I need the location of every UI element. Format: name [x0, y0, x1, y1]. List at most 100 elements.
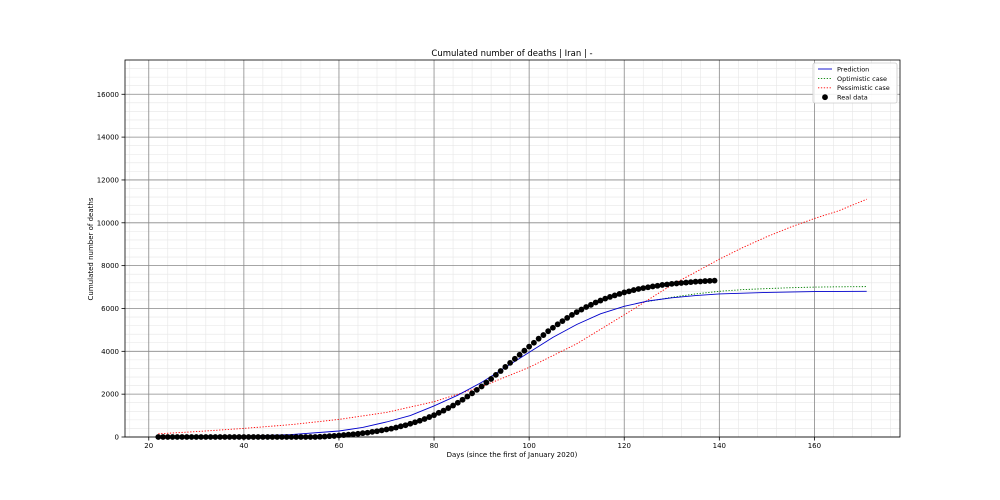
real-data-point [440, 407, 447, 414]
real-data-point [450, 402, 456, 409]
real-data-point [464, 393, 471, 400]
real-data-point [459, 396, 466, 403]
real-data-point [445, 405, 452, 411]
real-data-point [412, 419, 418, 426]
y-tick-label: 12000 [97, 176, 119, 184]
real-data-point [469, 390, 475, 397]
real-data-point [454, 399, 461, 406]
major-gridlines [125, 60, 900, 438]
real-data-point [497, 368, 504, 374]
y-tick-label: 6000 [101, 305, 119, 313]
y-tick-label: 16000 [97, 91, 119, 99]
real-data-point [407, 420, 414, 427]
real-data-point [364, 429, 371, 436]
real-data-point [630, 287, 637, 293]
real-data-point [488, 376, 495, 382]
real-data-point [626, 288, 632, 295]
real-data-point [678, 280, 685, 286]
real-data-point [511, 355, 518, 362]
real-data-point [654, 282, 661, 289]
plot-frame [124, 59, 901, 438]
real-data-point [592, 299, 599, 306]
legend-label: Real data [837, 94, 868, 102]
real-data-point [397, 423, 404, 430]
real-data-point [359, 430, 366, 437]
real-data-point [573, 309, 580, 316]
real-data-point [345, 431, 352, 438]
chart-title: Cumulated number of deaths | Iran | - [431, 49, 592, 59]
y-axis-label: Cumulated number of deaths [87, 197, 95, 300]
real-data-point [350, 431, 357, 438]
real-data-point [507, 359, 514, 366]
x-tick-label: 80 [430, 442, 439, 450]
real-data-point [692, 278, 699, 285]
real-data-point [673, 280, 680, 287]
real-data-point [559, 318, 566, 325]
y-tick-label: 8000 [101, 262, 119, 270]
real-data-point [402, 422, 409, 429]
real-data-point [383, 426, 390, 433]
real-data-point [435, 409, 442, 416]
real-data-point [687, 279, 694, 286]
real-data-point [478, 383, 485, 390]
real-data-point [588, 301, 594, 308]
real-data-point [516, 351, 523, 358]
real-data-point [597, 297, 604, 304]
real-data-point [578, 306, 585, 313]
real-data-point [583, 304, 590, 310]
legend-label: Pessimistic case [837, 84, 890, 92]
real-data-point [621, 289, 628, 296]
real-data-point [649, 283, 656, 290]
real-data-point [635, 286, 642, 292]
real-data-point [640, 285, 647, 292]
x-axis-label: Days (since the first of January 2020) [447, 451, 578, 459]
real-data-point [388, 425, 395, 432]
y-tick-label: 10000 [97, 219, 119, 227]
x-axis-ticks: 20 40 60 80 100 120 140 160 [144, 437, 821, 450]
real-data-point [711, 277, 718, 284]
real-data-point [521, 347, 528, 354]
real-data-point [540, 332, 547, 338]
real-data-point [554, 321, 561, 328]
real-data-point [602, 295, 609, 302]
real-data-point [702, 278, 708, 284]
real-data-point [526, 343, 533, 350]
real-data-point [706, 277, 713, 284]
minor-gridlines [125, 59, 900, 437]
real-data-point [550, 324, 556, 331]
real-data-point [369, 428, 376, 435]
y-tick-label: 2000 [101, 391, 119, 399]
real-data-point [426, 414, 433, 420]
real-data-point [645, 284, 651, 291]
x-tick-label: 40 [239, 442, 248, 450]
y-tick-label: 4000 [101, 348, 119, 356]
real-data-point [668, 280, 675, 287]
real-data-point [659, 282, 666, 288]
real-data-point [421, 416, 428, 422]
real-data-point [416, 417, 423, 424]
real-data-point [378, 427, 385, 434]
real-data-point [393, 424, 399, 431]
real-data-point [473, 386, 480, 393]
real-data-point [374, 428, 380, 435]
optimistic-case-line [647, 286, 867, 302]
real-data-point [564, 315, 571, 321]
real-data-point [545, 328, 552, 335]
real-data-point [492, 371, 499, 378]
real-data-point [355, 430, 361, 437]
real-data-point [611, 292, 618, 299]
real-data-point [326, 433, 333, 440]
y-axis-ticks: 0 2000 4000 6000 8000 10000 12000 14000 16000 [97, 91, 125, 442]
x-tick-label: 100 [522, 442, 535, 450]
real-data-point [483, 379, 490, 386]
real-data-point [616, 291, 623, 297]
y-tick-label: 14000 [97, 134, 119, 142]
real-data-point [321, 433, 328, 440]
x-tick-label: 120 [618, 442, 631, 450]
legend-marker-real-data [822, 94, 828, 101]
x-tick-label: 60 [334, 442, 343, 450]
real-data-point [683, 279, 689, 286]
real-data-point [340, 432, 347, 438]
real-data-point [530, 339, 537, 346]
